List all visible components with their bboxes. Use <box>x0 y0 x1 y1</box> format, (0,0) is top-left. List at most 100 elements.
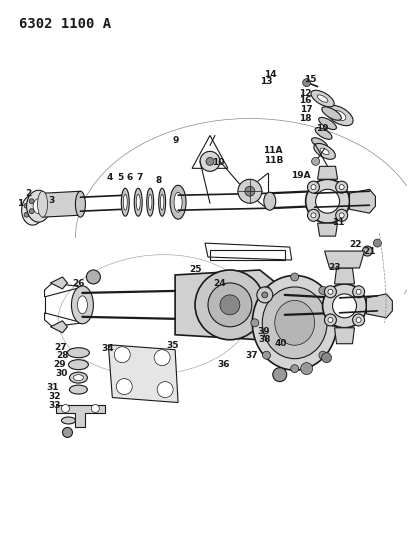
Text: 7: 7 <box>137 173 143 182</box>
Circle shape <box>316 189 339 213</box>
Text: 12: 12 <box>299 90 311 99</box>
Circle shape <box>251 319 259 327</box>
Ellipse shape <box>78 296 87 314</box>
Circle shape <box>206 157 214 165</box>
Polygon shape <box>55 405 105 427</box>
Text: 19: 19 <box>316 124 328 133</box>
Ellipse shape <box>123 194 127 210</box>
Circle shape <box>324 314 337 326</box>
Circle shape <box>336 209 348 221</box>
Circle shape <box>339 184 344 190</box>
Polygon shape <box>42 191 80 217</box>
Polygon shape <box>325 251 364 268</box>
Circle shape <box>312 157 319 165</box>
Circle shape <box>43 209 48 214</box>
Circle shape <box>303 79 310 87</box>
Circle shape <box>324 286 337 298</box>
Ellipse shape <box>174 192 182 212</box>
Text: 8: 8 <box>155 176 162 185</box>
Circle shape <box>220 295 240 315</box>
Text: 21: 21 <box>364 247 376 256</box>
Ellipse shape <box>147 188 154 216</box>
Ellipse shape <box>69 372 87 383</box>
Text: 11B: 11B <box>264 156 284 165</box>
Circle shape <box>262 351 271 359</box>
Polygon shape <box>335 328 355 344</box>
Ellipse shape <box>264 192 276 210</box>
Polygon shape <box>109 345 178 402</box>
Polygon shape <box>317 166 337 179</box>
Circle shape <box>323 284 366 328</box>
Circle shape <box>328 318 333 322</box>
Circle shape <box>353 286 365 298</box>
Text: 36: 36 <box>217 360 230 369</box>
Circle shape <box>116 378 132 394</box>
Circle shape <box>319 351 327 359</box>
Circle shape <box>200 151 220 171</box>
Circle shape <box>29 209 34 214</box>
Circle shape <box>373 239 381 247</box>
Ellipse shape <box>311 90 334 107</box>
Text: 32: 32 <box>48 392 61 401</box>
Circle shape <box>24 212 29 217</box>
Circle shape <box>273 368 287 382</box>
Text: 25: 25 <box>189 265 201 273</box>
Circle shape <box>311 184 316 190</box>
Circle shape <box>154 350 170 366</box>
Ellipse shape <box>69 385 87 394</box>
Ellipse shape <box>320 148 329 155</box>
Ellipse shape <box>136 194 140 210</box>
Ellipse shape <box>27 190 51 222</box>
Polygon shape <box>51 277 67 289</box>
Circle shape <box>328 289 333 294</box>
Circle shape <box>356 289 361 294</box>
Circle shape <box>291 273 299 281</box>
Circle shape <box>91 405 100 413</box>
Circle shape <box>336 181 348 193</box>
Ellipse shape <box>33 199 44 214</box>
Ellipse shape <box>170 185 186 219</box>
Circle shape <box>29 199 34 204</box>
Circle shape <box>339 213 344 218</box>
Text: 13: 13 <box>259 77 272 86</box>
Text: 6302 1100 A: 6302 1100 A <box>19 17 111 31</box>
Ellipse shape <box>62 417 75 424</box>
Circle shape <box>319 286 327 294</box>
Ellipse shape <box>252 276 337 370</box>
Circle shape <box>333 294 357 318</box>
Text: 15: 15 <box>304 75 317 84</box>
Circle shape <box>43 199 48 204</box>
Text: 19A: 19A <box>291 171 310 180</box>
Ellipse shape <box>69 360 89 370</box>
Polygon shape <box>51 321 67 333</box>
Polygon shape <box>175 270 285 340</box>
Text: 22: 22 <box>349 240 361 249</box>
Polygon shape <box>350 189 375 213</box>
Text: 33: 33 <box>48 401 61 410</box>
Circle shape <box>322 353 332 362</box>
Text: 6: 6 <box>127 173 133 182</box>
Circle shape <box>262 292 268 298</box>
Circle shape <box>24 203 29 208</box>
Ellipse shape <box>134 188 142 216</box>
Circle shape <box>306 179 350 223</box>
Ellipse shape <box>149 194 152 210</box>
Text: 29: 29 <box>53 360 66 369</box>
Circle shape <box>157 382 173 398</box>
Circle shape <box>362 246 373 256</box>
Text: 4: 4 <box>106 173 113 182</box>
Ellipse shape <box>275 301 315 345</box>
Ellipse shape <box>75 191 85 217</box>
Circle shape <box>291 365 299 373</box>
Ellipse shape <box>326 106 353 126</box>
Polygon shape <box>317 223 337 236</box>
Ellipse shape <box>71 286 93 324</box>
Circle shape <box>86 270 100 284</box>
Text: 16: 16 <box>299 96 311 106</box>
Ellipse shape <box>314 143 335 159</box>
Ellipse shape <box>38 191 48 217</box>
Text: 17: 17 <box>300 106 313 114</box>
Text: 40: 40 <box>274 339 287 348</box>
Ellipse shape <box>322 107 341 120</box>
Circle shape <box>195 270 265 340</box>
